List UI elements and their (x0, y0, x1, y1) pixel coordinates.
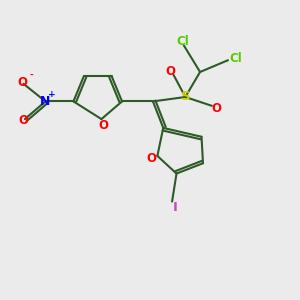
Text: O: O (146, 152, 157, 165)
Text: I: I (172, 201, 178, 214)
Text: S: S (181, 91, 190, 103)
Text: N: N (40, 95, 51, 108)
Text: O: O (18, 114, 28, 127)
Text: O: O (17, 76, 27, 89)
Text: O: O (211, 102, 221, 115)
Text: -: - (30, 71, 34, 80)
Text: Cl: Cl (229, 52, 242, 65)
Text: +: + (48, 90, 56, 99)
Text: Cl: Cl (176, 34, 189, 48)
Text: O: O (98, 119, 108, 132)
Text: O: O (166, 65, 176, 79)
